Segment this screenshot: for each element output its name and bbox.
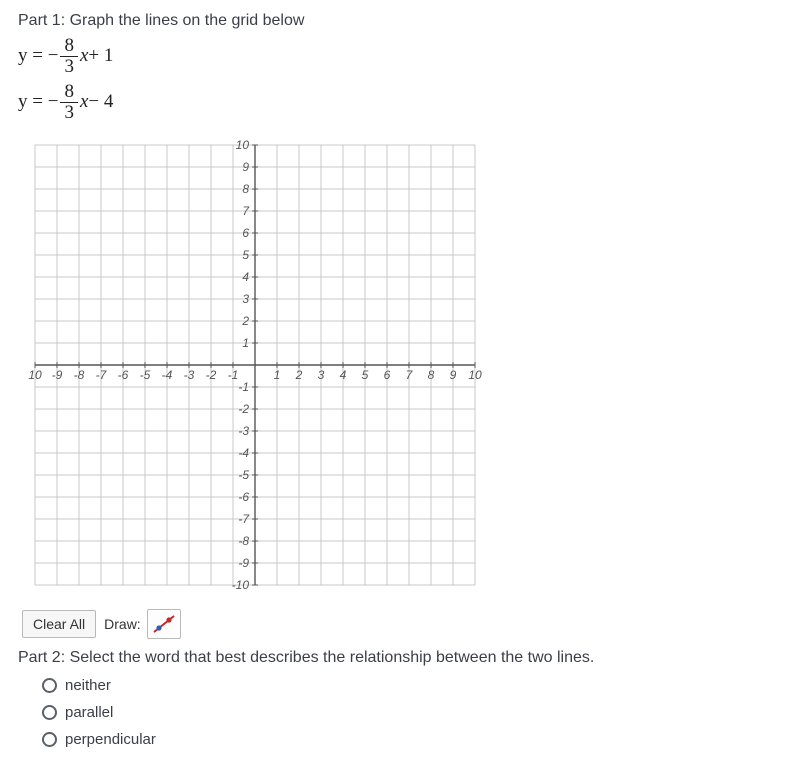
svg-text:-5: -5 [140,368,151,382]
radio-icon [42,705,57,720]
svg-text:-6: -6 [238,490,249,504]
grid-svg[interactable]: 10-9-8-7-6-5-4-3-2-112345678910123456789… [24,134,486,596]
svg-text:-4: -4 [162,368,173,382]
eq2-var: x [80,91,88,113]
draw-label: Draw: [104,616,141,632]
coordinate-grid[interactable]: 10-9-8-7-6-5-4-3-2-112345678910123456789… [24,134,767,601]
svg-text:9: 9 [242,160,249,174]
option-perpendicular[interactable]: perpendicular [42,731,767,748]
part2-title: Part 2: Select the word that best descri… [18,649,767,667]
svg-text:6: 6 [384,368,391,382]
svg-text:-7: -7 [238,512,250,526]
svg-text:9: 9 [450,368,457,382]
svg-text:1: 1 [274,368,281,382]
svg-text:6: 6 [242,226,249,240]
svg-text:2: 2 [295,368,303,382]
svg-text:-2: -2 [206,368,217,382]
eq1-den: 3 [60,57,78,77]
eq2-den: 3 [60,103,78,123]
svg-text:-1: -1 [228,368,239,382]
svg-text:5: 5 [242,248,249,262]
eq1-lhs: y = − [18,45,58,67]
eq2-fraction: 8 3 [60,82,78,123]
svg-text:-5: -5 [238,468,249,482]
svg-text:8: 8 [428,368,435,382]
svg-text:3: 3 [318,368,325,382]
svg-text:2: 2 [241,314,249,328]
option-neither[interactable]: neither [42,677,767,694]
svg-text:-8: -8 [74,368,85,382]
equation-1: y = − 8 3 x + 1 [18,34,767,78]
svg-text:-1: -1 [238,380,249,394]
options-group: neither parallel perpendicular [42,677,767,748]
option-parallel[interactable]: parallel [42,704,767,721]
eq1-tail: + 1 [88,45,113,67]
clear-all-button[interactable]: Clear All [22,610,96,638]
eq1-var: x [80,45,88,67]
svg-text:-7: -7 [96,368,108,382]
eq2-num: 8 [60,82,78,103]
svg-text:4: 4 [242,270,249,284]
svg-text:-6: -6 [118,368,129,382]
svg-text:5: 5 [362,368,369,382]
svg-text:1: 1 [242,336,249,350]
radio-icon [42,678,57,693]
svg-text:-3: -3 [184,368,195,382]
svg-text:10: 10 [28,368,42,382]
svg-text:-4: -4 [238,446,249,460]
svg-text:-10: -10 [232,578,250,592]
part1-title: Part 1: Graph the lines on the grid belo… [18,12,767,30]
equation-2: y = − 8 3 x − 4 [18,80,767,124]
eq2-lhs: y = − [18,91,58,113]
svg-text:4: 4 [340,368,347,382]
svg-text:-8: -8 [238,534,249,548]
eq2-tail: − 4 [88,91,113,113]
svg-text:-2: -2 [238,402,249,416]
svg-text:10: 10 [236,138,250,152]
eq1-num: 8 [60,36,78,57]
line-tool-icon [150,612,178,636]
svg-text:-9: -9 [238,556,249,570]
line-tool-button[interactable] [147,609,181,639]
eq1-fraction: 8 3 [60,36,78,77]
toolbar: Clear All Draw: [22,609,767,639]
svg-text:3: 3 [242,292,249,306]
option-label: perpendicular [65,731,156,748]
option-label: parallel [65,704,113,721]
equations-block: y = − 8 3 x + 1 y = − 8 3 x − 4 [18,34,767,124]
svg-text:8: 8 [242,182,249,196]
option-label: neither [65,677,111,694]
svg-text:-3: -3 [238,424,249,438]
radio-icon [42,732,57,747]
svg-text:-9: -9 [52,368,63,382]
svg-text:10: 10 [468,368,482,382]
